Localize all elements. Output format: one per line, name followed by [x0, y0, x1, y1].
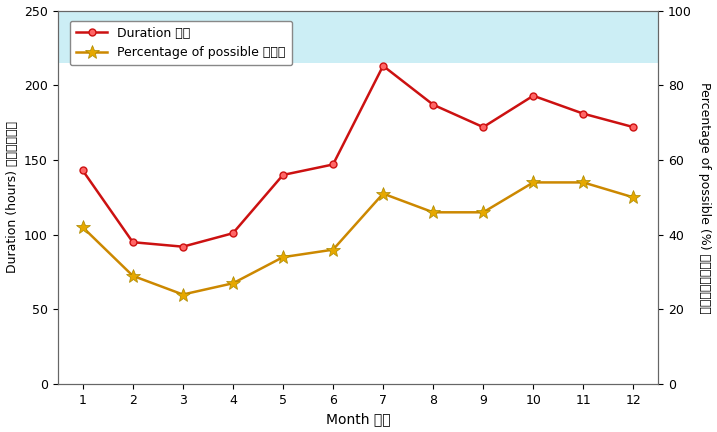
Bar [57, 10, 658, 384]
Y-axis label: Duration (hours) 時間（小時）: Duration (hours) 時間（小時） [6, 121, 19, 273]
Bar [57, 63, 658, 384]
Y-axis label: Percentage of possible (%) 日照百分比（％）: Percentage of possible (%) 日照百分比（％） [698, 82, 711, 313]
Legend: Duration 時間, Percentage of possible 百分比: Duration 時間, Percentage of possible 百分比 [70, 21, 292, 65]
X-axis label: Month 月份: Month 月份 [326, 413, 390, 426]
